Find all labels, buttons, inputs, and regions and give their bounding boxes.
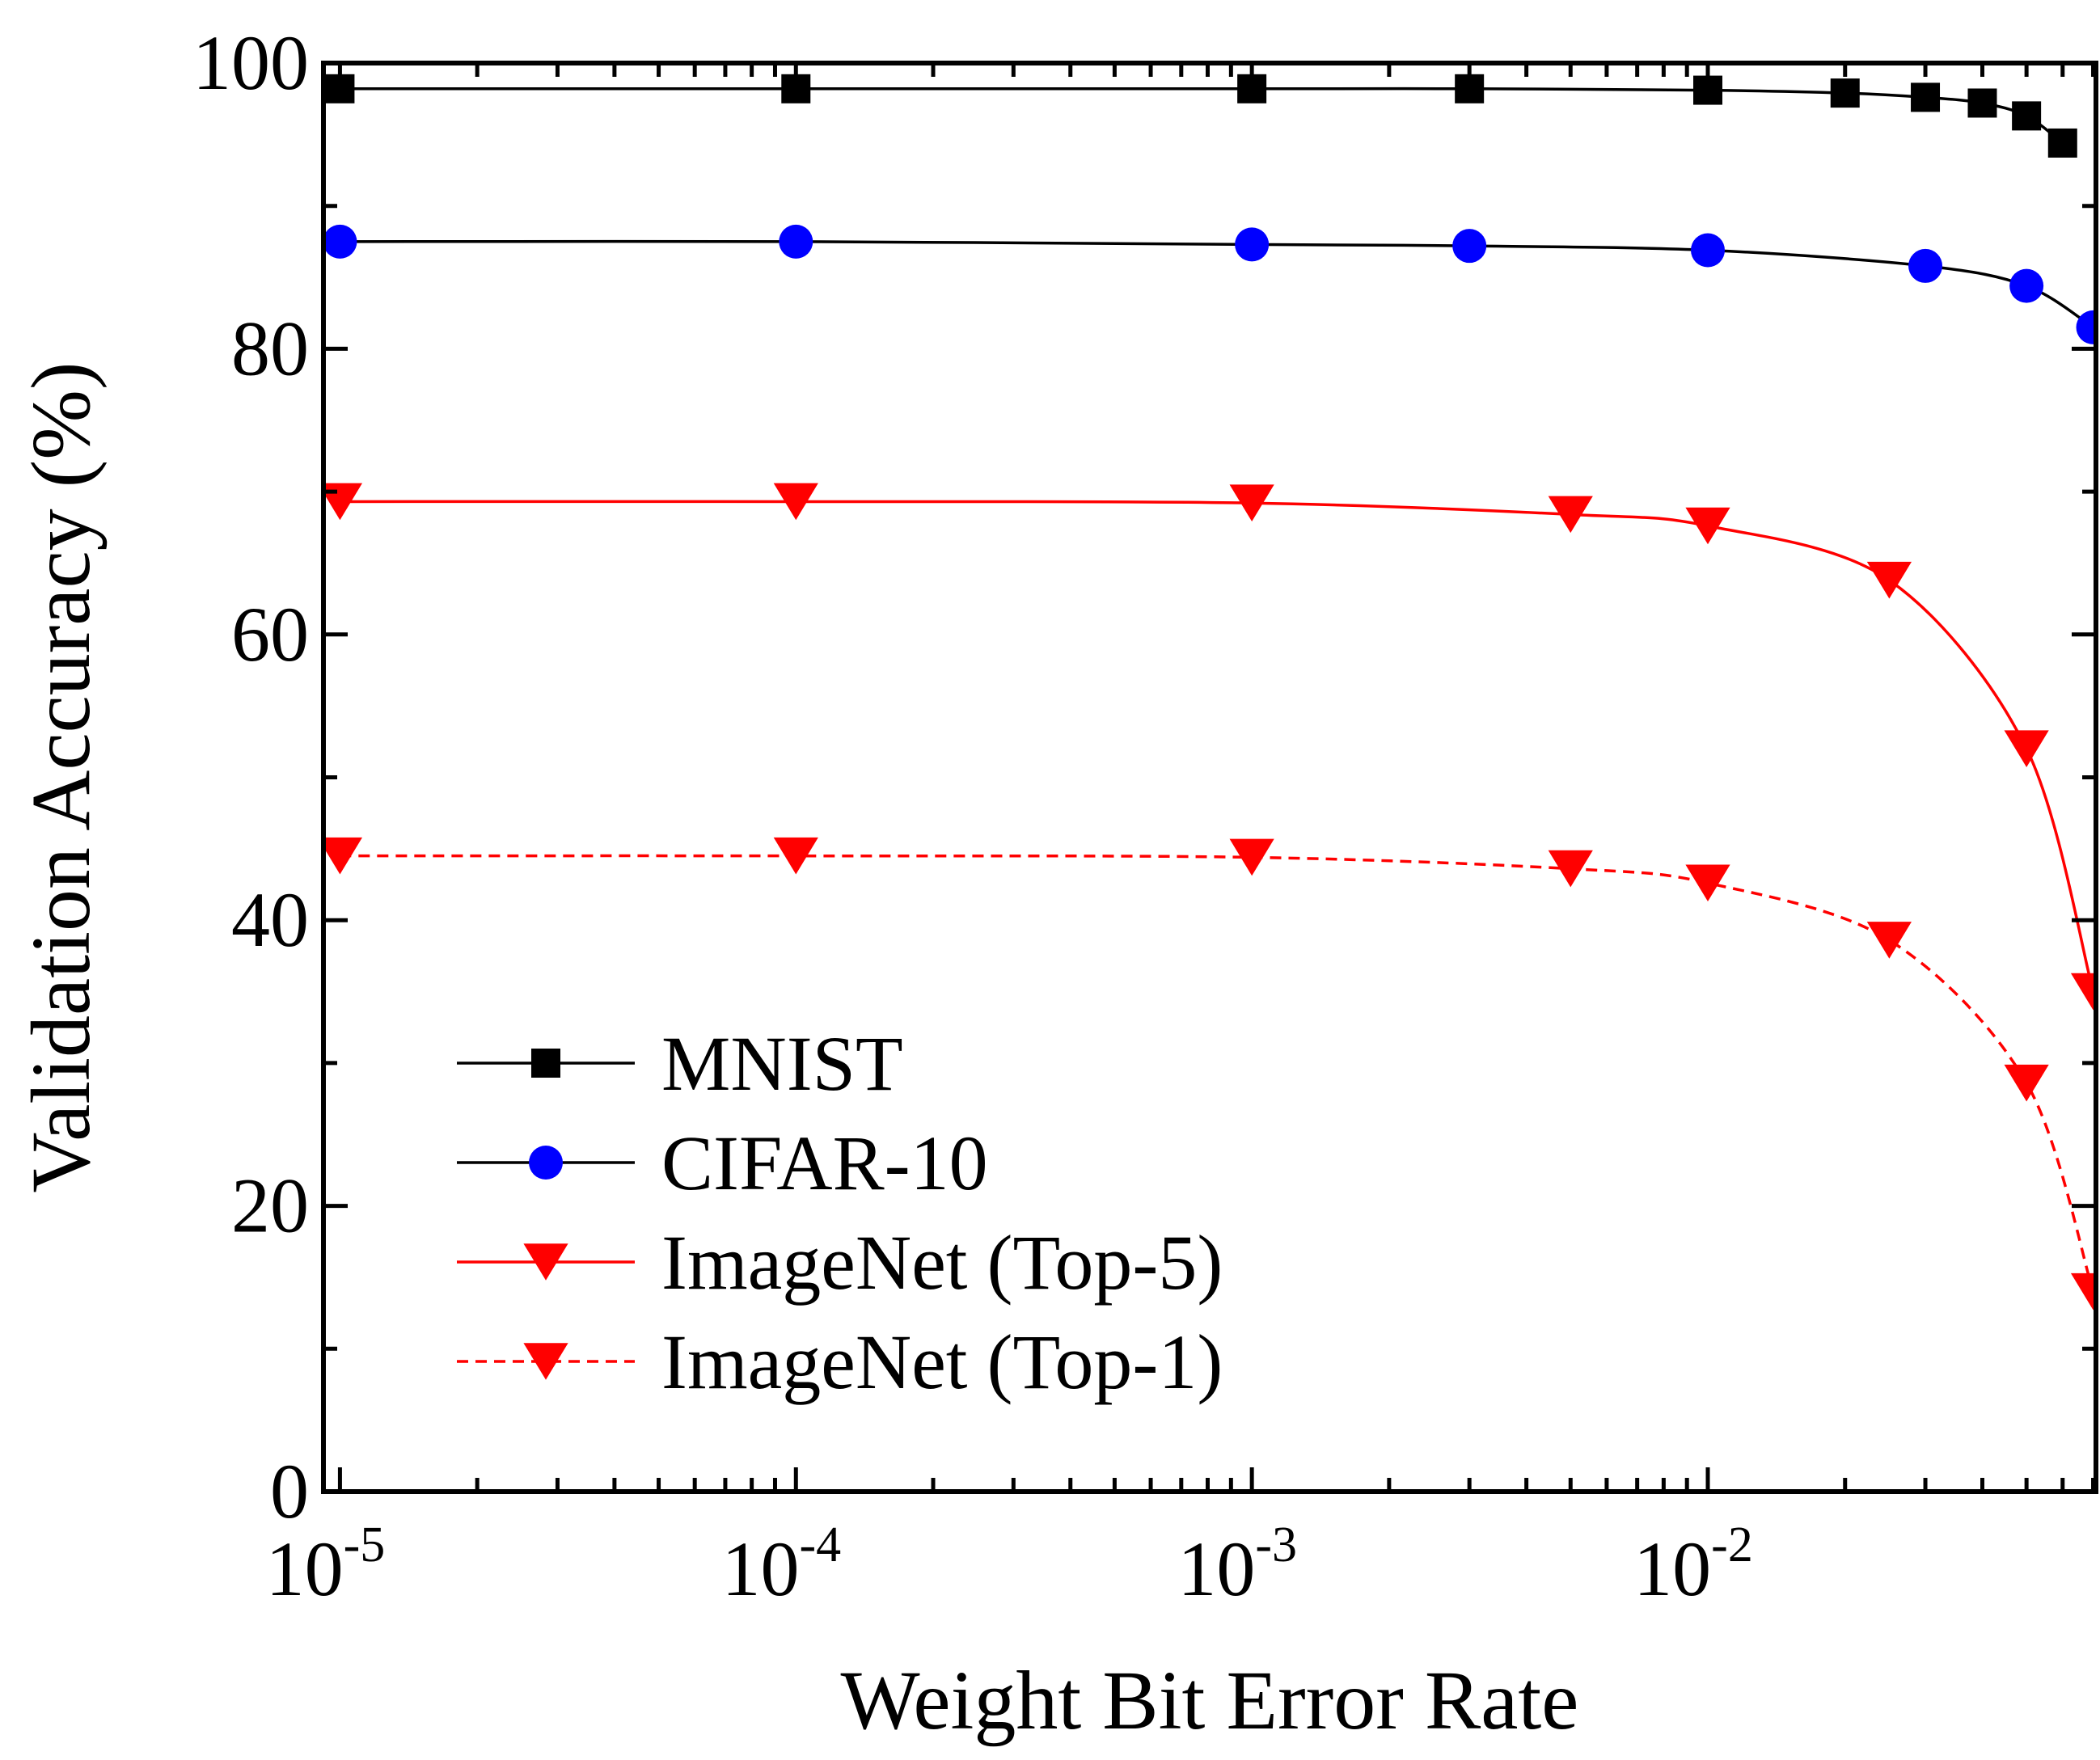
triangle-down-marker [1229, 484, 1274, 522]
circle-marker [2076, 310, 2096, 344]
series-mnist [325, 74, 2077, 158]
series-imagenet-top-1 [323, 837, 2096, 1311]
y-tick-label: 80 [231, 305, 309, 391]
triangle-down-marker [1866, 922, 1912, 959]
square-marker [1830, 78, 1860, 108]
circle-marker [1908, 248, 1943, 283]
y-tick-label: 100 [192, 19, 309, 106]
square-marker [1911, 82, 1941, 112]
circle-marker [2009, 268, 2044, 303]
triangle-down-marker [523, 1343, 568, 1380]
circle-marker [1452, 229, 1487, 264]
triangle-down-marker [773, 837, 818, 875]
triangle-down-marker [323, 837, 363, 875]
series-imagenet-top-5 [323, 483, 2096, 1011]
x-tick-label: 10-5 [266, 1517, 386, 1612]
square-marker [2047, 128, 2077, 158]
triangle-down-marker [2004, 730, 2049, 767]
circle-marker [779, 224, 813, 259]
triangle-down-marker [1685, 864, 1730, 902]
series-line [340, 87, 2064, 145]
triangle-down-marker [1229, 838, 1274, 876]
x-tick-exponent: -3 [1255, 1517, 1297, 1572]
triangle-down-marker [523, 1243, 568, 1281]
y-tick-label: 0 [270, 1448, 309, 1534]
y-tick-label: 60 [231, 591, 309, 677]
x-tick-base: 10 [1633, 1526, 1711, 1612]
x-tick-base: 10 [721, 1526, 799, 1612]
x-tick-label: 10-3 [1177, 1517, 1297, 1612]
series-line [340, 500, 2095, 993]
legend-item: MNIST [457, 1020, 903, 1107]
circle-marker [1235, 227, 1270, 262]
x-tick-label: 10-2 [1633, 1517, 1753, 1612]
triangle-down-marker [773, 483, 818, 521]
legend: MNIST CIFAR-10 ImageNet (Top-5) ImageNet (T… [457, 1020, 1223, 1405]
triangle-down-marker [2004, 1064, 2049, 1102]
x-tick-base: 10 [1177, 1526, 1255, 1612]
legend-label: CIFAR-10 [661, 1120, 988, 1206]
square-marker [1967, 88, 1997, 118]
triangle-down-marker [2070, 1273, 2096, 1311]
triangle-down-marker [2070, 973, 2096, 1011]
circle-marker [323, 224, 357, 259]
y-axis-title: Validation Accuracy (%) [15, 361, 108, 1192]
series-line [340, 239, 2094, 329]
series-layer [323, 74, 2096, 1311]
triangle-down-marker [1548, 496, 1593, 534]
x-tick-exponent: -4 [799, 1517, 841, 1572]
circle-marker [529, 1146, 563, 1180]
legend-label: ImageNet (Top-5) [661, 1219, 1223, 1306]
x-tick-exponent: -5 [344, 1517, 386, 1572]
y-tick-label: 20 [231, 1163, 309, 1249]
square-marker [2012, 101, 2042, 131]
triangle-down-marker [1685, 507, 1730, 545]
x-tick-exponent: -2 [1711, 1517, 1753, 1572]
series-cifar-10 [323, 224, 2096, 344]
legend-item: CIFAR-10 [457, 1120, 988, 1206]
x-tick-base: 10 [266, 1526, 344, 1612]
x-tick-label: 10-4 [721, 1517, 841, 1612]
triangle-down-marker [1548, 850, 1593, 888]
legend-item: ImageNet (Top-5) [457, 1219, 1223, 1306]
x-axis-title: Weight Bit Error Rate [841, 1654, 1579, 1747]
circle-marker [1691, 233, 1726, 268]
square-marker [1455, 74, 1485, 103]
square-marker [531, 1049, 560, 1078]
legend-label: ImageNet (Top-1) [661, 1319, 1223, 1405]
legend-item: ImageNet (Top-1) [457, 1319, 1223, 1405]
triangle-down-marker [1866, 561, 1912, 599]
y-tick-label: 40 [231, 876, 309, 963]
legend-label: MNIST [661, 1020, 903, 1107]
